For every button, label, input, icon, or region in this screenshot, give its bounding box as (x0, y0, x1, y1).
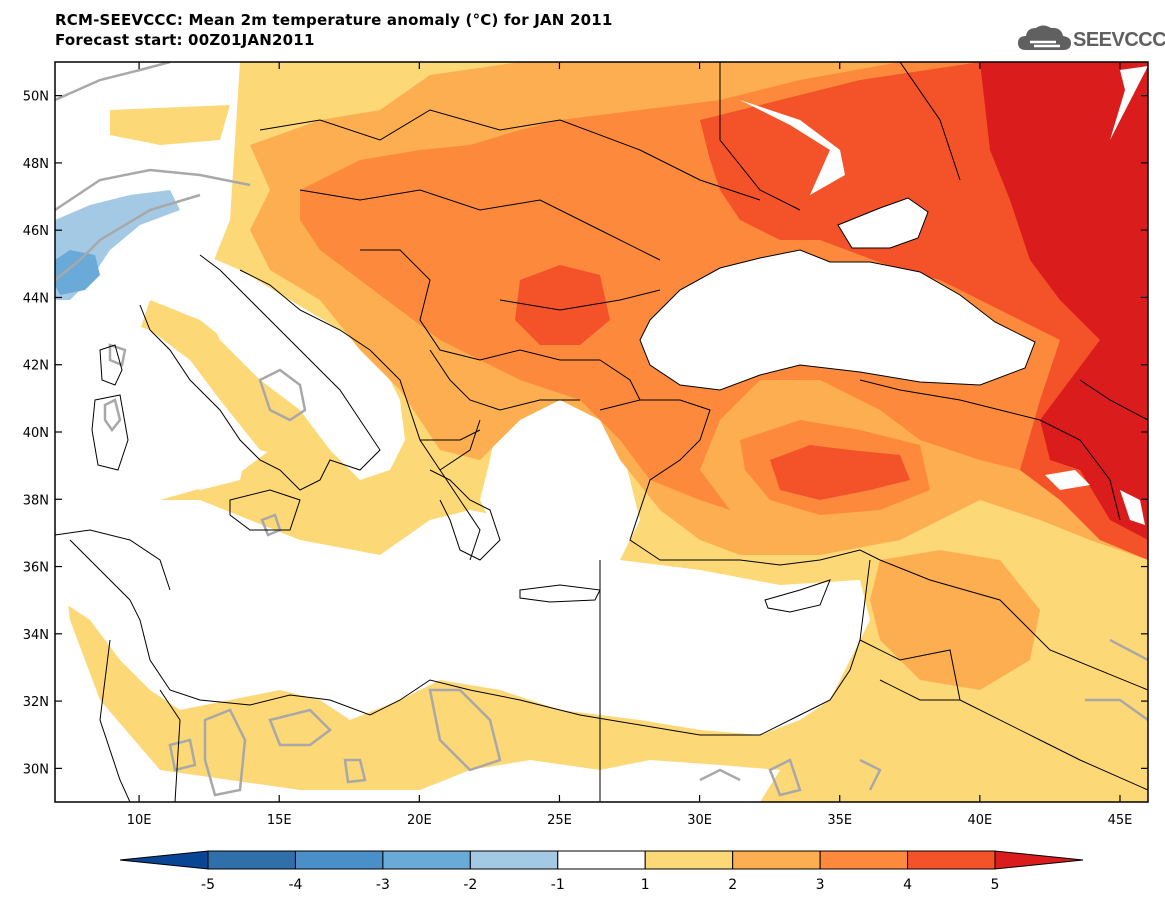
anomaly-band-2-3-levant (870, 550, 1040, 690)
latitude-axis: 50N 48N 46N 44N 42N 40N 38N 36N 34N 32N 30N (23, 90, 1148, 777)
lon-label: 30E (687, 813, 712, 828)
contour-lines (55, 62, 1148, 797)
colorbar-label: 1 (641, 877, 650, 893)
colorbar-label: 3 (816, 877, 825, 893)
colorbar-extend-high (994, 850, 1084, 870)
lat-label: 46N (23, 224, 49, 239)
colorbar-label: -3 (376, 877, 390, 893)
anomaly-band-1-2-italy (140, 300, 320, 460)
longitude-axis: 10E 15E 20E 25E 30E 35E 40E 45E (127, 62, 1133, 828)
colorbar-label: -1 (551, 877, 565, 893)
colorbar-extend-low (119, 850, 209, 870)
anomaly-band-5-plus (980, 62, 1148, 540)
anomaly-band-4-5-romania (515, 265, 610, 345)
white-patch-caucasus (1045, 470, 1090, 490)
lon-label: 15E (267, 813, 292, 828)
colorbar-label: -2 (463, 877, 477, 893)
white-streak-north (740, 100, 845, 195)
colorbar-box (382, 850, 471, 870)
colorbar-box (294, 850, 384, 870)
lat-label: 32N (23, 695, 49, 710)
lat-label: 36N (23, 561, 49, 576)
sea-aegean (480, 400, 640, 580)
seevccc-logo: SEEVCCC (1016, 20, 1165, 56)
colorbar: -5 -4 -3 -2 -1 1 2 3 4 5 (119, 850, 1084, 893)
colorbar-box (644, 850, 734, 870)
colorbar-box (907, 850, 996, 870)
lon-label: 40E (967, 813, 992, 828)
lon-label: 10E (127, 813, 152, 828)
lon-label: 35E (827, 813, 852, 828)
lon-label: 20E (407, 813, 432, 828)
lat-label: 34N (23, 628, 49, 643)
sea-adriatic (200, 255, 405, 480)
colorbar-label: -4 (288, 877, 302, 893)
map-content (55, 62, 1148, 802)
colorbar-label: 4 (903, 877, 912, 893)
lat-label: 42N (23, 359, 49, 374)
sea-mediterranean (55, 500, 870, 735)
colorbar-label: 2 (728, 877, 737, 893)
map-title: RCM-SEEVCCC: Mean 2m temperature anomaly… (55, 11, 613, 29)
colorbar-box (557, 850, 646, 870)
lat-label: 44N (23, 291, 49, 306)
negative-band-2-3 (55, 250, 100, 295)
lon-label: 45E (1108, 813, 1133, 828)
lat-label: 50N (23, 90, 49, 105)
anomaly-band-4-5-anatolia (770, 445, 910, 500)
forecast-start-label: Forecast start: 00Z01JAN2011 (55, 31, 315, 49)
sea-azov-mask (838, 198, 928, 248)
anomaly-band-1-2-north (110, 105, 230, 145)
colorbar-label: 5 (991, 877, 1000, 893)
logo-text: SEEVCCC (1073, 29, 1165, 51)
lat-label: 30N (23, 762, 49, 777)
lat-label: 38N (23, 493, 49, 508)
colorbar-box (469, 850, 559, 870)
lat-label: 48N (23, 157, 49, 172)
colorbar-box (732, 850, 821, 870)
colorbar-box (819, 850, 909, 870)
sea-black-mask (640, 250, 1035, 390)
lat-label: 40N (23, 426, 49, 441)
colorbar-label: -5 (201, 877, 215, 893)
sea-tyrrhenian (100, 320, 250, 490)
white-streak-ne (1110, 66, 1148, 140)
cloud-icon (1018, 25, 1071, 50)
lon-label: 25E (547, 813, 572, 828)
coastlines-borders (55, 62, 1148, 802)
colorbar-box (207, 850, 296, 870)
white-patch-east (1120, 490, 1145, 525)
